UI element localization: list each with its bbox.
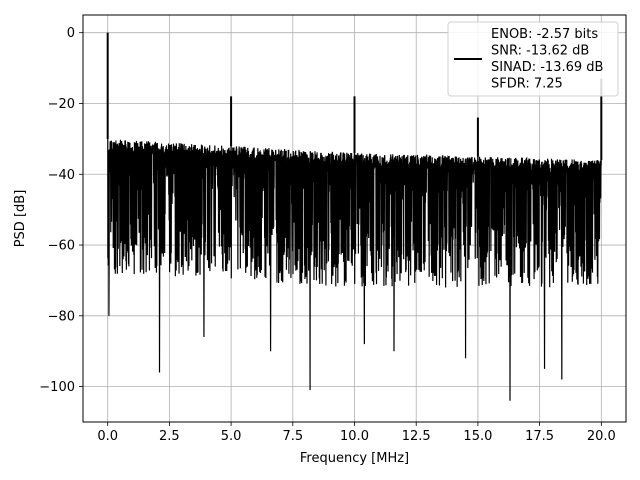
- x-tick-label: 7.5: [282, 429, 303, 444]
- legend-entry: SINAD: -13.69 dB: [491, 60, 603, 75]
- x-tick-label: 10.0: [340, 429, 369, 444]
- legend-entry: SNR: -13.62 dB: [491, 44, 589, 59]
- x-tick-label: 5.0: [221, 429, 242, 444]
- x-tick-label: 12.5: [402, 429, 431, 444]
- x-tick-label: 15.0: [463, 429, 492, 444]
- x-tick-label: 2.5: [159, 429, 180, 444]
- x-tick-label: 20.0: [587, 429, 616, 444]
- y-tick-label: −20: [48, 97, 75, 112]
- y-tick-label: −60: [48, 239, 75, 254]
- legend-box: [447, 21, 619, 97]
- y-tick-label: 0: [67, 26, 75, 41]
- x-tick-label: 0.0: [97, 429, 118, 444]
- x-axis-label: Frequency [MHz]: [300, 451, 409, 466]
- legend-entry: SFDR: 7.25: [491, 77, 563, 92]
- y-tick-label: −40: [48, 168, 75, 183]
- x-tick-label: 17.5: [525, 429, 554, 444]
- y-axis-label: PSD [dB]: [13, 190, 28, 248]
- y-tick-label: −100: [39, 380, 75, 395]
- y-axis-ticks: 0 −20 −40 −60 −80 −100: [39, 26, 83, 395]
- x-axis-ticks: 0.0 2.5 5.0 7.5 10.0 12.5 15.0 17.5 20.0: [97, 422, 616, 444]
- legend-entry: ENOB: -2.57 bits: [491, 27, 598, 42]
- plot-frame: [82, 14, 627, 423]
- y-tick-label: −80: [48, 309, 75, 324]
